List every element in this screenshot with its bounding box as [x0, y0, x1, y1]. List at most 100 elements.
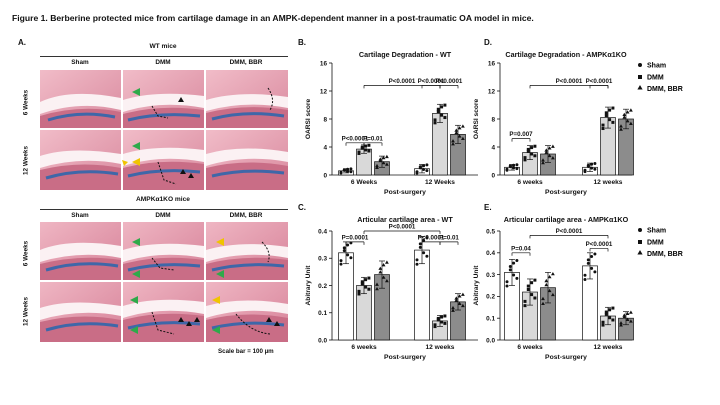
data-point	[360, 146, 364, 150]
y-tick-label: 0	[491, 172, 495, 179]
data-point	[418, 245, 422, 249]
legend-top-sham: Sham	[647, 63, 666, 70]
y-tick-label: 0.1	[486, 316, 495, 323]
data-point	[512, 261, 516, 265]
data-point	[622, 115, 627, 119]
ko-group-title: AMPKα1KO mice	[136, 196, 190, 203]
data-point	[422, 164, 426, 168]
data-point	[604, 310, 608, 314]
data-point	[346, 243, 350, 247]
y-tick-label: 0.2	[486, 294, 495, 301]
p-value-label: P<0.0001	[342, 135, 369, 142]
y-tick-label: 8	[491, 116, 495, 123]
wt-group-rule	[40, 56, 288, 57]
data-point	[533, 144, 537, 148]
tile-ko-12w-bbr	[206, 282, 288, 342]
bar	[338, 252, 354, 341]
data-point	[523, 156, 527, 160]
tile-wt-12w-bbr	[206, 130, 288, 190]
y-tick-label: 4	[491, 144, 495, 151]
data-point	[367, 143, 371, 147]
wt-histology-grid	[40, 70, 288, 195]
data-point	[590, 266, 594, 270]
data-point	[544, 282, 549, 287]
data-point	[381, 263, 386, 267]
ko-micrographs	[40, 222, 288, 342]
data-point	[547, 274, 552, 279]
data-point	[422, 168, 426, 172]
data-point	[541, 160, 545, 165]
data-point	[508, 268, 512, 272]
data-point	[346, 253, 350, 257]
data-point	[415, 262, 419, 266]
data-point	[349, 170, 353, 174]
chart-title: Cartilage Degradation - WT	[359, 50, 452, 59]
tile-wt-12w-dmm	[122, 130, 204, 190]
data-point	[611, 106, 615, 110]
data-point	[515, 167, 519, 171]
y-tick-label: 0.1	[318, 310, 327, 317]
data-point	[526, 149, 530, 153]
data-point	[551, 292, 555, 297]
y-tick-label: 12	[320, 88, 328, 95]
x-tick-label: 12 weeks	[426, 344, 455, 351]
tile-ko-12w-sham	[40, 282, 121, 342]
data-point	[512, 273, 516, 277]
p-value-label: P<0.0001	[586, 78, 613, 85]
data-point	[457, 301, 462, 305]
legend-bottom-sham: Sham	[647, 228, 666, 235]
wt-micrographs	[40, 70, 288, 190]
data-point	[367, 287, 371, 291]
y-axis-title: Abitrary Unit	[305, 265, 312, 306]
data-point	[339, 262, 343, 266]
data-point	[590, 166, 594, 170]
data-point	[443, 103, 447, 107]
data-point	[541, 296, 545, 301]
data-point	[526, 147, 530, 151]
tile-ko-12w-dmm	[123, 282, 204, 342]
y-axis-title: OARSI score	[473, 99, 480, 140]
data-point	[381, 155, 386, 160]
p-value-label: P=0.007	[509, 131, 533, 138]
data-point	[512, 166, 516, 170]
y-tick-label: 16	[320, 60, 328, 67]
data-point	[440, 320, 444, 324]
y-tick-label: 0.3	[318, 256, 327, 263]
x-tick-label: 6 weeks	[517, 179, 543, 186]
ko-col-dmm: DMM	[155, 212, 171, 219]
y-tick-label: 12	[488, 88, 496, 95]
data-point	[360, 280, 364, 284]
p-value-label: P<0.0001	[586, 241, 613, 248]
data-point	[422, 238, 426, 242]
data-point	[590, 162, 594, 166]
wt-group-title: WT mice	[149, 43, 177, 50]
data-point	[505, 284, 509, 288]
data-point	[436, 110, 440, 114]
data-point	[415, 171, 419, 175]
data-point	[454, 130, 459, 135]
data-point	[385, 162, 389, 166]
p-value-label: P<0.0001	[389, 224, 416, 231]
x-tick-label: 12 weeks	[594, 179, 623, 186]
chart-title: Articular cartilage area - WT	[357, 215, 453, 224]
p-value-label: P=0.04	[511, 245, 531, 252]
data-point	[385, 154, 389, 159]
data-point	[364, 278, 368, 282]
data-point	[357, 292, 361, 296]
data-point	[508, 165, 512, 169]
p-value-label: P<0.0001	[436, 78, 463, 85]
data-point	[601, 123, 605, 127]
data-point	[530, 146, 534, 150]
data-point	[619, 127, 623, 131]
ko-group-rule	[40, 209, 288, 210]
data-point	[454, 298, 459, 302]
data-point	[451, 305, 455, 310]
data-point	[608, 108, 612, 112]
panel-label: D.	[484, 38, 492, 47]
data-point	[611, 120, 615, 124]
data-point	[422, 251, 426, 255]
data-point	[619, 124, 623, 128]
tile-ko-6w-bbr	[206, 222, 288, 280]
legend-top: Sham DMM DMM, BBR	[636, 60, 716, 101]
